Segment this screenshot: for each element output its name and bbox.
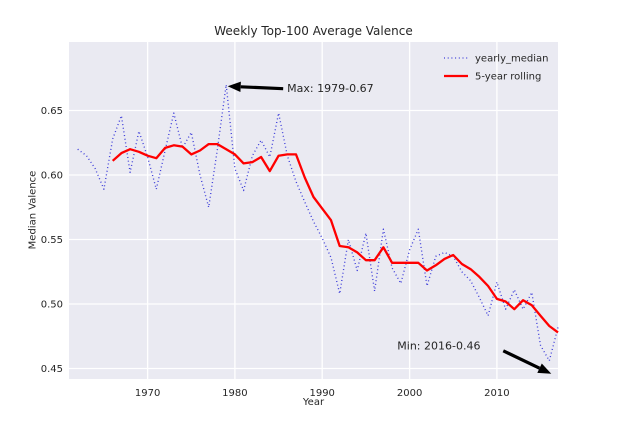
y-tick-label: 0.65	[41, 106, 63, 117]
y-tick-label: 0.60	[41, 171, 63, 182]
series-line-yearly-median	[77, 84, 559, 362]
series-line-5-year-rolling	[111, 142, 559, 334]
legend-item: 5-year rolling	[444, 72, 541, 83]
y-tick-label: 0.45	[41, 364, 63, 375]
annotation-arrow-head	[227, 81, 241, 92]
legend-label: yearly_median	[475, 54, 549, 65]
chart-title: Weekly Top-100 Average Valence	[214, 24, 413, 38]
annotation-arrow-shaft	[240, 85, 284, 91]
x-tick-label: 1980	[222, 388, 247, 399]
x-tick-label: 1970	[135, 388, 160, 399]
y-tick-label: 0.55	[41, 235, 63, 246]
annotation-max-label: Max: 1979-0.67	[287, 82, 373, 95]
x-tick-label: 2010	[484, 388, 509, 399]
annotation-min-label: Min: 2016-0.46	[397, 339, 480, 352]
y-tick-label: 0.50	[41, 300, 63, 311]
legend-item: yearly_median	[444, 54, 549, 65]
x-axis-label: Year	[302, 397, 325, 408]
x-tick-label: 2000	[397, 388, 422, 399]
annotation-arrow-shaft	[502, 349, 541, 370]
legend-label: 5-year rolling	[475, 72, 541, 83]
plot-area	[69, 42, 558, 379]
annotation-arrow-head	[537, 363, 552, 374]
x-tick-label: 1990	[309, 388, 334, 399]
